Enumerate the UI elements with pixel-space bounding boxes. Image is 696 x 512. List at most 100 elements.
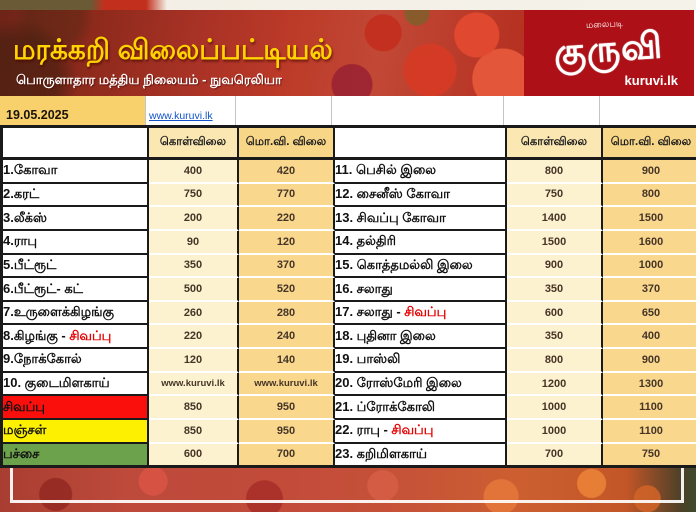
wholesale-price-cell: www.kuruvi.lk [149,372,239,397]
retail-price-cell: 400 [603,325,696,350]
wholesale-price-cell: 750 [149,183,239,208]
item-name-cell: 4.ராபு [3,230,149,255]
table-row: 1.கோவா 400 420 11. பெசில் இலை 800 900 [3,160,696,184]
retail-price-cell: www.kuruvi.lk [239,372,335,397]
wholesale-price-cell: 800 [507,349,603,373]
wholesale-price-cell: 90 [149,230,239,255]
wholesale-price-cell: 1400 [507,207,603,231]
retail-price-cell: 280 [239,301,335,326]
wholesale-price-cell: 850 [149,420,239,444]
item-name-cell: 16. சலாது [335,278,507,302]
table-row: 2.கரட் 750 770 12. சைனீஸ் கோவா 750 800 [3,183,696,208]
retail-price-cell: 220 [239,207,335,231]
item-name-cell: 10. குடைமிளகாய் [3,372,149,397]
item-name-cell: 12. சைனீஸ் கோவா [335,183,507,208]
retail-price-cell: 770 [239,183,335,208]
item-name-cell: 7.உருளைக்கிழங்கு [3,301,149,326]
date-row: 19.05.2025 www.kuruvi.lk [0,96,696,125]
vegetable-photo-texture [0,468,696,512]
logo-domain-text: kuruvi.lk [624,73,678,88]
item-name-cell: மஞ்சள் [3,420,149,444]
wholesale-price-cell: 750 [507,183,603,208]
wholesale-price-cell: 500 [149,278,239,302]
item-name-cell: 21. ப்ரோக்கோலி [335,396,507,421]
white-frame-border [10,468,684,503]
table-row: 10. குடைமிளகாய் www.kuruvi.lk www.kuruvi… [3,372,696,397]
retail-price-cell: 800 [603,183,696,208]
retail-price-cell: 120 [239,230,335,255]
retail-price-cell: 240 [239,325,335,350]
retail-price-cell: 750 [603,443,696,465]
item-name-cell: 3.லீக்ஸ் [3,207,149,231]
item-name-cell: பச்சை [3,443,149,465]
retail-price-cell: 1100 [603,420,696,444]
background-photo-top [0,0,696,10]
wholesale-price-cell: 350 [507,278,603,302]
item-name-cell: 1.கோவா [3,160,149,184]
table-row: 6.பீட்ரூட்- கட் 500 520 16. சலாது 350 37… [3,278,696,302]
date-label: 19.05.2025 [0,96,146,125]
date-row-empty-cell [600,96,696,125]
item-name-cell: 6.பீட்ரூட்- கட் [3,278,149,302]
item-name-cell: 8.கிழங்கு - சிவப்பு [3,325,149,350]
website-link[interactable]: www.kuruvi.lk [149,110,213,122]
wholesale-price-cell: 600 [149,443,239,465]
table-header-row: கொள்விலை மொ.வி. விலை கொள்விலை மொ.வி. வில… [3,128,696,160]
website-link-cell: www.kuruvi.lk [146,96,236,125]
retail-price-cell: 520 [239,278,335,302]
retail-price-cell: 370 [603,278,696,302]
item-name-cell: 20. ரோஸ்மேரி இலை [335,372,507,397]
wholesale-price-cell: 120 [149,349,239,373]
date-row-empty-cell [504,96,600,125]
table-row: மஞ்சள் 850 950 22. ராபு - சிவப்பு 1000 1… [3,420,696,444]
retail-price-cell: 1500 [603,207,696,231]
table-row: 4.ராபு 90 120 14. தல்திரி 1500 1600 [3,230,696,255]
wholesale-price-cell: 700 [507,443,603,465]
wholesale-price-cell: 1000 [507,420,603,444]
wholesale-price-header-right: கொள்விலை [507,128,603,160]
logo-wordmark: குருவி [552,24,665,73]
date-row-empty-cell [332,96,504,125]
kuruvi-logo: மலைபடி குருவி kuruvi.lk [524,10,694,96]
retail-price-cell: 900 [603,349,696,373]
item-name-cell: 17. சலாது - சிவப்பு [335,301,507,326]
item-name-cell: 5.பீட்ரூட் [3,254,149,279]
date-row-empty-cell [236,96,332,125]
wholesale-price-cell: 350 [149,254,239,279]
table-row: 7.உருளைக்கிழங்கு 260 280 17. சலாது - சிவ… [3,301,696,326]
page-subtitle: பொருளாதார மத்திய நிலையம் - நுவரெலியா [16,72,282,87]
retail-price-cell: 950 [239,420,335,444]
table-row: சிவப்பு 850 950 21. ப்ரோக்கோலி 1000 1100 [3,396,696,421]
item-name-cell: 9.நோக்கோல் [3,349,149,373]
retail-price-cell: 1000 [603,254,696,279]
retail-price-cell: 650 [603,301,696,326]
table-row: பச்சை 600 700 23. கறிமிளகாய் 700 750 [3,443,696,465]
item-name-cell: 23. கறிமிளகாய் [335,443,507,465]
retail-price-cell: 140 [239,349,335,373]
price-table: கொள்விலை மொ.வி. விலை கொள்விலை மொ.வி. வில… [0,125,696,468]
table-row: 5.பீட்ரூட் 350 370 15. கொத்தமல்லி இலை 90… [3,254,696,279]
wholesale-price-cell: 1200 [507,372,603,397]
wholesale-price-cell: 600 [507,301,603,326]
wholesale-price-cell: 350 [507,325,603,350]
item-name-cell: 13. சிவப்பு கோவா [335,207,507,231]
vegetable-photo-left [0,10,180,96]
wholesale-price-cell: 800 [507,160,603,184]
retail-price-cell: 1100 [603,396,696,421]
retail-price-header-left: மொ.வி. விலை [239,128,335,160]
table-row: 9.நோக்கோல் 120 140 19. பாஸ்லி 800 900 [3,349,696,373]
wholesale-price-cell: 200 [149,207,239,231]
wholesale-price-cell: 850 [149,396,239,421]
item-name-cell: 22. ராபு - சிவப்பு [335,420,507,444]
retail-price-header-right: மொ.வி. விலை [603,128,696,160]
item-name-cell: 19. பாஸ்லி [335,349,507,373]
item-name-cell: 15. கொத்தமல்லி இலை [335,254,507,279]
retail-price-cell: 1600 [603,230,696,255]
wholesale-price-cell: 400 [149,160,239,184]
table-row: 8.கிழங்கு - சிவப்பு 220 240 18. புதினா இ… [3,325,696,350]
retail-price-cell: 420 [239,160,335,184]
item-name-cell: 14. தல்திரி [335,230,507,255]
retail-price-cell: 370 [239,254,335,279]
wholesale-price-cell: 1000 [507,396,603,421]
